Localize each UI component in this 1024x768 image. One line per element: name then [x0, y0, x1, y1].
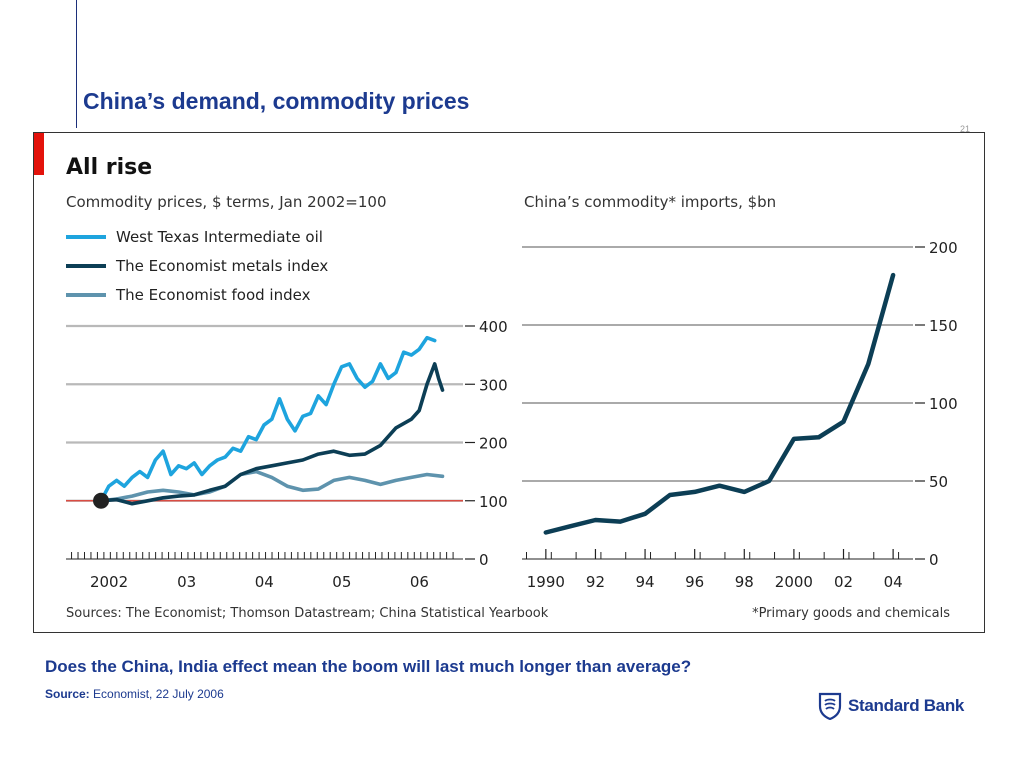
legend-label: The Economist metals index	[115, 257, 328, 275]
title-rule	[76, 0, 77, 128]
left-chart-subtitle: Commodity prices, $ terms, Jan 2002=100	[66, 193, 387, 211]
source-label: Source:	[45, 687, 90, 701]
x-tick-label: 2000	[775, 573, 813, 591]
y-tick-label: 300	[479, 376, 508, 394]
x-tick-label: 2002	[90, 573, 128, 591]
x-tick-label: 92	[586, 573, 605, 591]
legend-label: West Texas Intermediate oil	[116, 228, 323, 246]
left-chart: 0 100 200 300 400 2002 03 04 05 06	[66, 318, 508, 591]
x-tick-label: 05	[332, 573, 351, 591]
legend-label: The Economist food index	[115, 286, 311, 304]
shield-icon	[818, 692, 842, 720]
x-tick-label: 94	[636, 573, 655, 591]
standard-bank-logo: Standard Bank	[818, 692, 964, 720]
y-tick-label: 150	[929, 317, 958, 335]
y-tick-label: 0	[929, 551, 939, 569]
y-tick-label: 100	[929, 395, 958, 413]
series-line	[99, 335, 437, 503]
right-chart-subtitle: China’s commodity* imports, $bn	[524, 193, 776, 211]
start-point	[93, 492, 110, 509]
right-chart: 0 50 100 150 200 1990 92 94 96 98 2000 02 04	[522, 239, 958, 591]
x-tick-label: 02	[834, 573, 853, 591]
chart-sources: Sources: The Economist; Thomson Datastre…	[66, 606, 549, 621]
x-tick-label: 04	[255, 573, 274, 591]
slide-title: China’s demand, commodity prices	[83, 88, 470, 114]
x-tick-label: 1990	[527, 573, 565, 591]
y-tick-label: 0	[479, 551, 489, 569]
page-number: 21	[960, 124, 971, 134]
x-tick-label: 96	[685, 573, 704, 591]
source-line: Source: Economist, 22 July 2006	[45, 687, 224, 701]
charts-svg: All rise Commodity prices, $ terms, Jan …	[66, 155, 958, 621]
logo-text: Standard Bank	[848, 696, 965, 715]
y-tick-label: 200	[479, 435, 508, 453]
y-tick-label: 50	[929, 473, 948, 491]
y-tick-label: 100	[479, 493, 508, 511]
y-tick-label: 400	[479, 318, 508, 336]
question-text: Does the China, India effect mean the bo…	[45, 657, 692, 676]
x-tick-label: 98	[735, 573, 754, 591]
chart-footnote: *Primary goods and chemicals	[752, 606, 950, 621]
x-tick-label: 03	[177, 573, 196, 591]
x-tick-label: 04	[884, 573, 903, 591]
y-tick-label: 200	[929, 239, 958, 257]
chart-panel-title: All rise	[66, 155, 152, 180]
series-line	[543, 272, 896, 535]
chart-panel: All rise Commodity prices, $ terms, Jan …	[33, 132, 985, 633]
source-text: Economist, 22 July 2006	[89, 687, 224, 701]
chart-accent-bar	[34, 133, 44, 175]
series-line	[99, 362, 445, 506]
legend: West Texas Intermediate oil The Economist…	[66, 228, 328, 304]
series-line	[99, 469, 445, 503]
x-tick-label: 06	[410, 573, 429, 591]
